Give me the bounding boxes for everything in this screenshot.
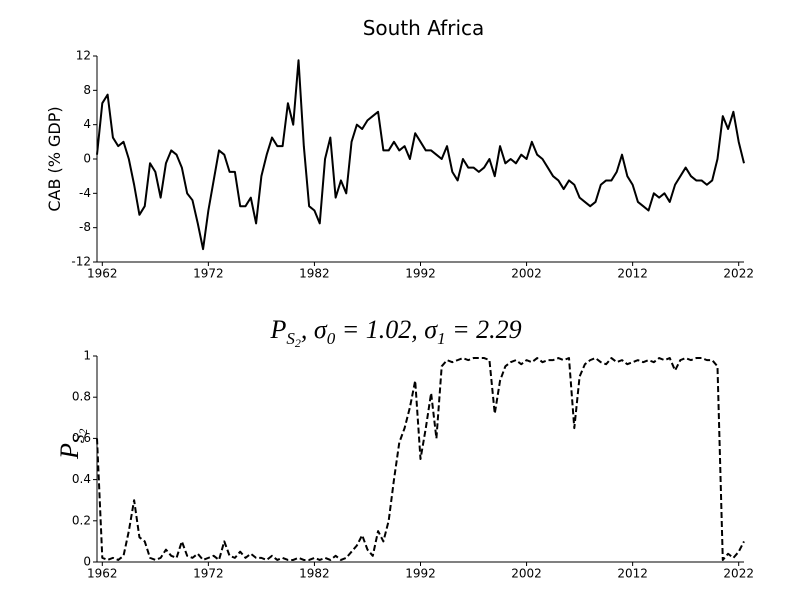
x-tick-label: 1982 (299, 567, 330, 581)
x-tick-label: 1992 (405, 567, 436, 581)
y-tick-label: -8 (79, 220, 91, 234)
y-tick-label: 4 (83, 117, 91, 131)
chart-title-part: S (286, 329, 295, 348)
x-tick-label: 2012 (617, 567, 648, 581)
chart-title: PS2, σ0 = 1.02, σ1 = 2.29 (270, 315, 522, 350)
y-tick-label: 0 (83, 555, 91, 569)
chart-title-part: 1 (437, 329, 446, 348)
y-tick-label: 0.2 (72, 513, 91, 527)
subplot: South Africa CAB (% GDP) -12 -8 -4 0 4 8 12 1962 1… (45, 16, 754, 281)
y-tick-label: 0.6 (72, 431, 91, 445)
x-tick-label: 1972 (193, 267, 224, 281)
x-tick-label: 1962 (87, 267, 118, 281)
y-axis-label-part: 2 (76, 429, 90, 435)
x-tick-label: 1962 (87, 567, 118, 581)
chart-title: South Africa (363, 16, 485, 40)
chart-title-part: 0 (327, 329, 336, 348)
subplot: PS2, σ0 = 1.02, σ1 = 2.29PS200.20.40.60.… (55, 315, 754, 581)
chart-title-part: P (270, 315, 287, 344)
chart-title-part: , σ (301, 315, 328, 344)
x-tick-label: 2002 (511, 267, 542, 281)
y-tick-label: -12 (71, 255, 91, 269)
data-line (96, 59, 745, 251)
y-tick-label: 12 (76, 49, 91, 63)
x-tick-label: 1972 (193, 567, 224, 581)
x-tick-label: 1982 (299, 267, 330, 281)
y-tick-label: 8 (83, 83, 91, 97)
x-tick-label: 2012 (617, 267, 648, 281)
x-tick-label: 2002 (511, 567, 542, 581)
y-tick-label: 0 (83, 152, 91, 166)
chart-title-part: 2 (295, 336, 301, 350)
x-tick-label: 2022 (723, 567, 754, 581)
y-axis-label: PS2 (55, 429, 90, 460)
y-tick-label: 1 (83, 349, 91, 363)
chart-title-part: = 1.02, σ (335, 315, 438, 344)
y-axis-label: CAB (% GDP) (45, 106, 64, 211)
y-tick-label: 0.4 (72, 472, 91, 486)
chart-title-part: = 2.29 (446, 315, 522, 344)
y-tick-label: -4 (79, 186, 91, 200)
y-axis-label-part: P (55, 443, 84, 460)
x-tick-label: 1992 (405, 267, 436, 281)
x-tick-label: 2022 (723, 267, 754, 281)
y-tick-label: 0.8 (72, 390, 91, 404)
data-line (96, 357, 745, 561)
y-axis-label-part: S (69, 434, 88, 443)
